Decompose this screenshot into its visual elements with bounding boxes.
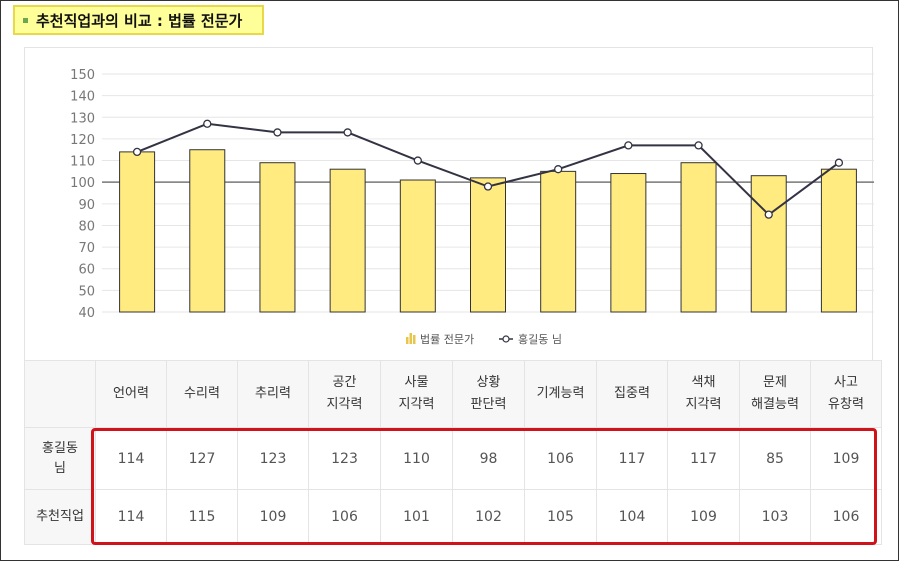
column-header-text: 추리력	[255, 386, 291, 401]
line-point	[273, 128, 282, 137]
bar-series	[119, 149, 857, 313]
comparison-chart: 40 50 60 70 80 90 100 110 120 130 140 150 법률 전문가 홍길동…	[70, 68, 874, 346]
y-axis-ticks: 40 50 60 70 80 90 100 110 120 130 140 150	[70, 68, 95, 321]
column-header-text: 기계능력	[536, 386, 585, 401]
bar	[610, 173, 647, 313]
table-cell: 103	[739, 489, 811, 545]
table-cell: 105	[524, 489, 597, 545]
y-tick-label: 120	[70, 133, 95, 148]
bar	[540, 170, 577, 313]
column-header-text: 사고	[834, 375, 858, 390]
highlight-box	[91, 428, 877, 545]
grid-lines	[102, 73, 874, 313]
column-header: 기계능력	[524, 360, 597, 428]
line-point	[203, 119, 212, 128]
bar	[399, 179, 436, 313]
table-cell: 115	[166, 489, 238, 545]
y-tick-label: 90	[78, 198, 95, 213]
column-header-text: 지각력	[398, 397, 435, 412]
row-header-text: 홍길동	[42, 440, 78, 456]
column-header-text: 수리력	[184, 386, 220, 401]
table-cell: 106	[810, 489, 882, 545]
column-header-text: 해결능력	[751, 397, 799, 412]
table-cell: 123	[308, 427, 381, 490]
table-cell: 109	[237, 489, 309, 545]
y-tick-label: 130	[70, 111, 95, 126]
column-header: 수리력	[166, 360, 238, 428]
y-tick-label: 80	[78, 219, 95, 234]
y-tick-label: 140	[70, 90, 95, 105]
chart-area: 40 50 60 70 80 90 100 110 120 130 140 150 법률 전문가 홍길동…	[24, 47, 874, 361]
line-point	[694, 141, 703, 150]
line-point	[834, 158, 844, 167]
column-header-text: 집중력	[614, 386, 650, 401]
y-tick-label: 60	[78, 263, 95, 278]
row-header-text: 추천직업	[36, 509, 84, 524]
table-cell: 117	[667, 427, 740, 490]
line-point	[764, 210, 773, 219]
y-tick-label: 40	[78, 306, 95, 321]
table-cell: 85	[739, 427, 811, 490]
y-tick-label: 150	[70, 68, 95, 83]
table-cell: 104	[596, 489, 668, 545]
table-cell: 106	[308, 489, 381, 545]
bar	[119, 151, 156, 313]
table-cell: 106	[524, 427, 597, 490]
bar	[820, 168, 857, 313]
bar	[189, 149, 226, 313]
column-header-text: 사물	[404, 375, 429, 390]
section-title: 추천직업과의 비교 : 법률 전문가	[36, 11, 243, 30]
line-point	[413, 156, 422, 165]
column-header: 추리력	[237, 360, 309, 428]
section-title-box: 추천직업과의 비교 : 법률 전문가	[13, 5, 264, 35]
column-header-text: 상황	[476, 375, 501, 390]
bar	[329, 168, 366, 313]
column-header-text: 지각력	[685, 397, 722, 412]
bar	[680, 162, 717, 313]
table-header-row: 언어력 수리력 추리력 공간 지각력 사물 지각력 상황 판단력 기계능력 집중력 색채 지각력 문제 해결…	[24, 360, 882, 428]
legend-label-bar: 법률 전문가	[420, 333, 474, 346]
legend-label-line: 홍길동 님	[518, 332, 562, 346]
line-point	[483, 182, 493, 191]
line-series	[132, 119, 844, 219]
line-point	[343, 128, 352, 137]
y-tick-label: 50	[78, 284, 95, 299]
y-tick-label: 100	[70, 176, 95, 191]
column-header-text: 유창력	[828, 397, 864, 412]
bar	[470, 177, 506, 313]
line-legend-icon	[499, 335, 513, 343]
column-header: 집중력	[596, 360, 668, 428]
column-header-text: 판단력	[470, 397, 507, 412]
table-row: 홍길동 님 114 127 123 123 110 98 106 117 117 85 109	[24, 427, 882, 490]
table-corner-cell	[24, 360, 96, 428]
column-header-text: 공간	[332, 375, 357, 390]
column-header-text: 지각력	[326, 397, 363, 412]
line-point	[624, 141, 633, 150]
row-header: 추천직업	[24, 489, 96, 545]
legend: 법률 전문가 홍길동 님	[406, 332, 562, 346]
y-tick-label: 110	[70, 155, 95, 170]
y-tick-label: 70	[78, 241, 95, 256]
bar-legend-icon	[406, 333, 416, 344]
column-header-text: 문제	[763, 375, 787, 390]
column-header-text: 색채	[691, 375, 716, 390]
column-header-text: 언어력	[113, 386, 149, 401]
column-header: 언어력	[95, 360, 167, 428]
title-bullet-icon	[23, 17, 28, 23]
bar	[750, 175, 787, 313]
bar	[259, 162, 296, 313]
line-point	[132, 147, 142, 157]
line-point	[554, 165, 563, 174]
table-cell: 127	[166, 427, 238, 490]
row-header-text: 님	[54, 460, 66, 476]
